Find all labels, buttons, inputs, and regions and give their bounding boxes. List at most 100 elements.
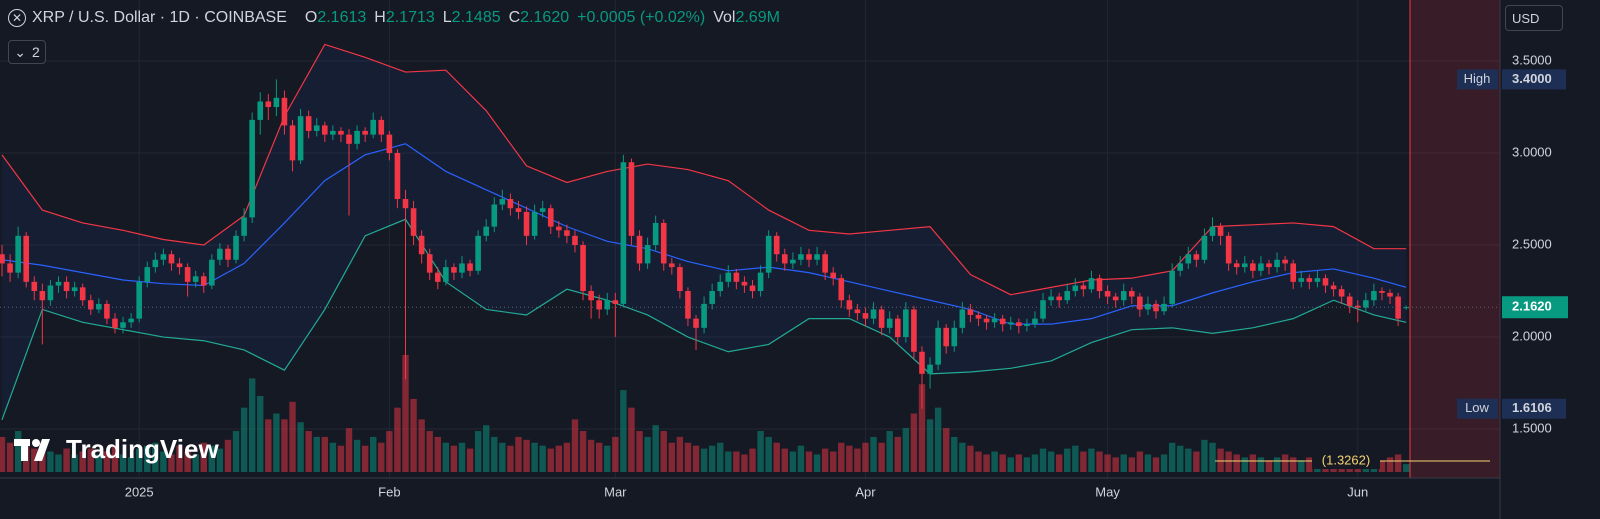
volume-bar: [1112, 457, 1119, 472]
candle-body: [1387, 292, 1393, 297]
volume-bar: [878, 442, 885, 472]
volume-bar: [402, 355, 409, 472]
x-tick-label: Jun: [1347, 484, 1368, 499]
volume-bar: [579, 431, 587, 472]
volume-bar: [733, 451, 740, 472]
candle-body: [1241, 263, 1248, 268]
annotation-label: (1.3262): [1322, 452, 1370, 467]
candle-body: [1282, 259, 1288, 264]
candle-body: [1274, 259, 1280, 268]
legend-header: ✕ XRP / U.S. Dollar · 1D · COINBASE O 2.1…: [8, 6, 780, 30]
volume-bar: [902, 428, 910, 472]
volume-bar: [79, 451, 86, 472]
candle-body: [652, 222, 659, 246]
y-tick-label: 1.5000: [1512, 420, 1552, 435]
symbol[interactable]: XRP / U.S. Dollar · 1D · COINBASE: [32, 9, 287, 26]
volume-bar: [1386, 457, 1394, 472]
volume-bar: [111, 445, 119, 472]
ohlc-key: H: [374, 9, 386, 26]
candle-body: [846, 300, 853, 310]
candle-body: [564, 230, 570, 236]
candle-body: [1209, 226, 1216, 236]
candle-body: [806, 254, 812, 260]
volume-bar: [152, 442, 159, 472]
volume-bar: [757, 431, 764, 472]
volume-bar: [999, 454, 1006, 472]
candle-body: [1250, 263, 1256, 271]
volume-bar: [353, 439, 361, 472]
volume-bar: [636, 431, 643, 472]
candle-body: [790, 259, 796, 264]
candle-body: [919, 351, 925, 374]
candle-body: [1403, 307, 1409, 309]
candle-body: [426, 254, 433, 273]
candle-body: [39, 291, 46, 301]
volume-bar: [208, 445, 216, 472]
candle-body: [1129, 291, 1135, 297]
volume-bar: [725, 451, 732, 472]
volume-bar: [1015, 454, 1023, 472]
candle-body: [596, 300, 602, 310]
candle-body: [1120, 291, 1127, 301]
candle-body: [539, 208, 546, 212]
volume-bar: [426, 431, 433, 472]
candle-body: [959, 309, 966, 328]
volume-bar: [781, 448, 788, 472]
candle-body: [23, 235, 30, 282]
candle-body: [709, 291, 715, 304]
candle-body: [176, 263, 183, 268]
volume-bar: [717, 442, 724, 472]
volume-bar: [708, 445, 716, 472]
candle-body: [556, 226, 562, 231]
volume-bar: [297, 422, 304, 472]
candle-body: [628, 162, 635, 236]
candle-body: [523, 211, 530, 236]
candle-body: [814, 254, 820, 260]
x-tick-label: Feb: [378, 484, 400, 499]
candle-body: [669, 263, 675, 268]
low-name-bg: [1457, 398, 1498, 419]
volume-bar: [1096, 451, 1103, 472]
candle-body: [1354, 305, 1361, 308]
candle-body: [1032, 318, 1038, 325]
volume-bar: [926, 419, 934, 472]
candle-body: [96, 303, 102, 310]
candle-body: [717, 281, 724, 292]
volume-bar: [119, 454, 127, 472]
candle-body: [1314, 278, 1321, 282]
currency-button[interactable]: USD: [1505, 5, 1563, 31]
candle-body: [741, 281, 748, 286]
candle-body: [612, 300, 619, 304]
volume-bar: [918, 384, 926, 472]
close-icon[interactable]: ✕: [8, 9, 26, 27]
volume-bar: [959, 442, 966, 472]
candle-body: [338, 130, 344, 135]
volume-bar: [305, 431, 312, 472]
candle-body: [1064, 291, 1071, 301]
volume-bar: [612, 436, 619, 472]
volume-bar: [1378, 460, 1386, 472]
volume-bar: [55, 454, 62, 472]
candle-body: [685, 291, 691, 319]
volume-bar: [684, 442, 692, 472]
volume-bar: [587, 439, 595, 472]
candle-body: [297, 116, 304, 161]
volume-bar: [1281, 454, 1289, 472]
candle-body: [1306, 278, 1313, 282]
volume-bar: [773, 442, 780, 472]
ohlc-value: 2.1613: [317, 9, 367, 26]
candle-body: [1007, 322, 1014, 325]
candle-body: [241, 217, 247, 236]
candle-body: [394, 153, 401, 200]
volume-bar: [248, 378, 256, 472]
candle-body: [1048, 296, 1054, 301]
volume-bar: [805, 451, 813, 472]
volume-bar: [862, 442, 869, 472]
candle-body: [620, 162, 627, 304]
candle-body: [354, 130, 360, 144]
volume-bar: [240, 407, 248, 472]
indicator-toggle[interactable]: ⌄ 2: [8, 40, 46, 64]
volume-bar: [466, 448, 474, 472]
x-tick-label: Apr: [855, 484, 876, 499]
